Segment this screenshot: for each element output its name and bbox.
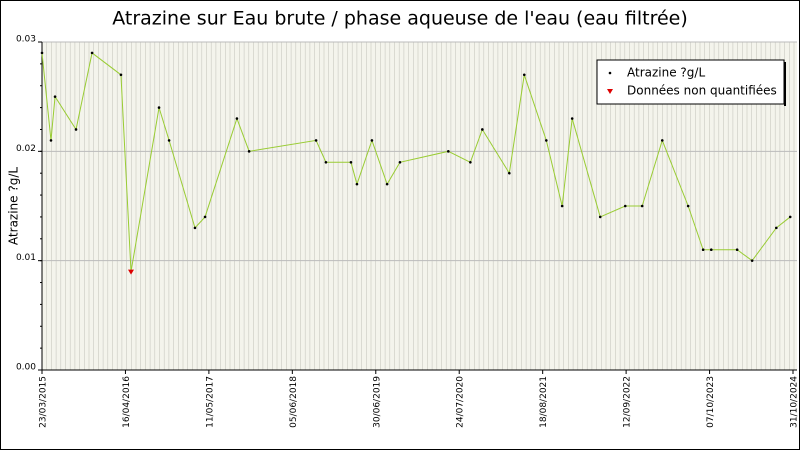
x-tick-label: 18/08/2021 <box>539 376 549 428</box>
marker <box>314 139 318 142</box>
x-tick-label: 12/09/2022 <box>623 376 633 428</box>
marker <box>203 215 207 219</box>
marker <box>775 226 778 230</box>
marker <box>623 204 627 208</box>
legend-shadow <box>784 62 786 106</box>
legend-label: Données non quantifiées <box>627 84 777 98</box>
marker <box>481 128 484 131</box>
marker <box>119 73 123 77</box>
x-tick-label: 31/10/2024 <box>790 376 800 428</box>
marker <box>167 139 171 142</box>
marker <box>74 128 78 131</box>
marker <box>750 259 754 262</box>
legend-label: Atrazine ?g/L <box>627 66 705 80</box>
chart-title: Atrazine sur Eau brute / phase aqueuse d… <box>112 8 688 30</box>
marker <box>469 160 472 164</box>
marker <box>686 204 690 208</box>
marker <box>53 95 57 98</box>
x-tick-label: 16/04/2016 <box>122 376 132 428</box>
marker <box>40 51 44 55</box>
marker <box>598 215 602 219</box>
marker <box>324 160 328 164</box>
marker <box>560 204 564 208</box>
marker <box>447 150 450 153</box>
marker <box>193 226 197 230</box>
x-tick-label: 07/10/2023 <box>706 376 716 428</box>
y-tick-label: 0.02 <box>16 144 36 154</box>
marker <box>349 160 353 164</box>
y-tick-label: 0.03 <box>16 35 36 45</box>
x-tick-label: 30/06/2019 <box>372 376 382 428</box>
legend-marker <box>608 71 612 75</box>
legend-marker <box>607 89 613 94</box>
marker <box>701 248 705 252</box>
marker <box>370 139 374 142</box>
marker <box>90 51 94 55</box>
x-tick-label: 23/03/2015 <box>39 376 49 428</box>
marker <box>709 248 713 252</box>
marker <box>128 269 135 275</box>
marker <box>640 204 644 208</box>
y-tick-label: 0.01 <box>16 253 36 263</box>
marker <box>385 182 389 186</box>
legend <box>596 59 785 105</box>
x-tick-label: 11/05/2017 <box>205 376 215 428</box>
marker <box>545 139 548 142</box>
y-tick-label: 0.00 <box>16 363 36 373</box>
marker <box>507 171 511 175</box>
marker <box>398 160 402 164</box>
x-tick-label: 24/07/2020 <box>456 376 466 428</box>
marker <box>788 215 792 219</box>
marker <box>735 248 739 252</box>
marker <box>522 73 526 77</box>
marker <box>660 139 664 142</box>
marker <box>570 117 574 120</box>
marker <box>235 117 239 120</box>
y-axis-label: Atrazine ?g/L <box>7 167 21 245</box>
marker <box>49 139 53 142</box>
marker <box>157 106 161 109</box>
marker <box>247 150 251 153</box>
marker <box>355 182 359 186</box>
x-tick-label: 05/06/2018 <box>289 376 299 428</box>
